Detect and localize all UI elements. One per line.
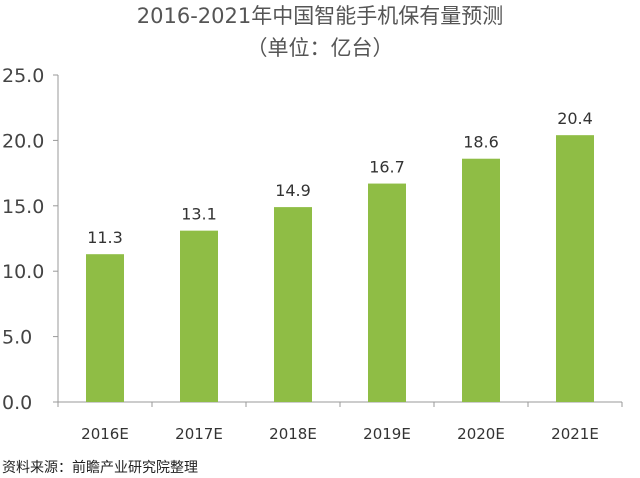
y-tick-label: 0.0 bbox=[2, 392, 32, 414]
x-tick-label: 2019E bbox=[363, 425, 411, 443]
data-label: 16.7 bbox=[369, 158, 405, 177]
source-note: 资料来源：前瞻产业研究院整理 bbox=[2, 460, 198, 476]
x-tick-label: 2018E bbox=[269, 425, 317, 443]
bar bbox=[86, 254, 124, 402]
y-tick-label: 20.0 bbox=[2, 130, 44, 152]
y-tick-label: 5.0 bbox=[2, 327, 32, 349]
bar bbox=[462, 158, 500, 402]
x-tick-label: 2021E bbox=[551, 425, 599, 443]
x-tick-label: 2017E bbox=[175, 425, 223, 443]
x-tick-label: 2016E bbox=[81, 425, 129, 443]
x-tick-label: 2020E bbox=[457, 425, 505, 443]
data-label: 14.9 bbox=[275, 181, 311, 200]
bar bbox=[180, 230, 218, 402]
y-tick-label: 15.0 bbox=[2, 196, 44, 218]
bar bbox=[274, 207, 312, 402]
y-tick-label: 25.0 bbox=[2, 65, 44, 87]
chart-title: 2016-2021年中国智能手机保有量预测 bbox=[136, 4, 504, 28]
bar bbox=[368, 183, 406, 402]
data-label: 11.3 bbox=[87, 228, 123, 247]
y-tick-label: 10.0 bbox=[2, 261, 44, 283]
chart-subtitle: （单位：亿台） bbox=[246, 36, 394, 60]
data-label: 20.4 bbox=[557, 109, 593, 128]
bar bbox=[556, 135, 594, 402]
data-label: 13.1 bbox=[181, 205, 217, 224]
data-label: 18.6 bbox=[463, 133, 499, 152]
